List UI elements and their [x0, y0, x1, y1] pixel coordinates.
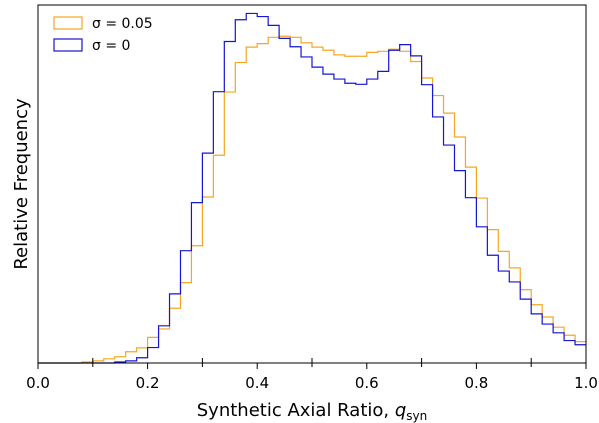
- legend-label-1: σ = 0: [92, 38, 130, 54]
- x-axis-label-symbol: q: [395, 400, 406, 421]
- x-tick-label: 0.4: [245, 374, 269, 392]
- x-axis: 0.0 0.2 0.4 0.6 0.8 1.0: [26, 358, 598, 392]
- legend-swatch-0: [53, 16, 83, 30]
- x-axis-label-subscript: syn: [406, 409, 427, 423]
- series-layer: [38, 12, 586, 364]
- legend-label-0: σ = 0.05: [92, 16, 153, 32]
- legend-swatch-1: [53, 38, 83, 52]
- x-axis-label-text: Synthetic Axial Ratio,: [197, 400, 395, 421]
- x-tick-label: 0.6: [355, 374, 379, 392]
- x-tick-label: 1.0: [574, 374, 598, 392]
- x-tick-label: 0.2: [136, 374, 160, 392]
- legend: σ = 0.05 σ = 0: [53, 16, 153, 54]
- y-axis-label: Relative Frequency: [11, 98, 32, 270]
- x-tick-label: 0.8: [464, 374, 488, 392]
- histogram-series-1: [38, 12, 586, 364]
- x-tick-label: 0.0: [26, 374, 50, 392]
- x-axis-label: Synthetic Axial Ratio, qsyn: [197, 400, 428, 423]
- histogram-series-0: [38, 35, 586, 364]
